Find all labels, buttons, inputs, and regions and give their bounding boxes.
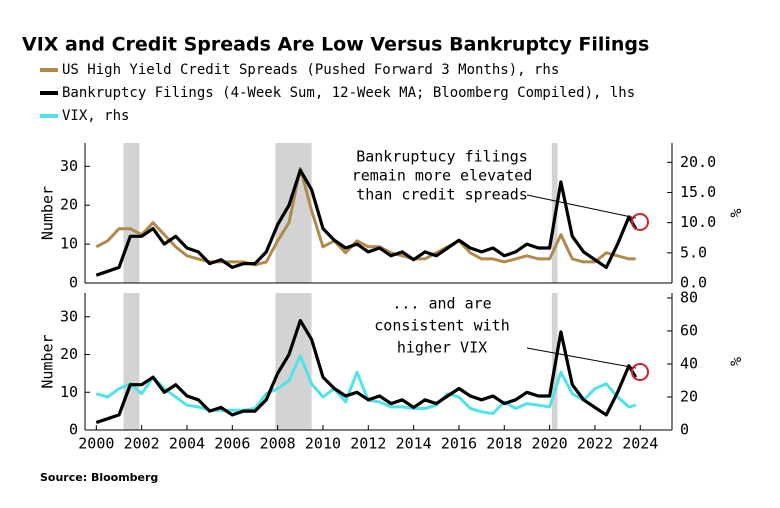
chart-title: VIX and Credit Spreads Are Low Versus Ba…	[22, 34, 649, 56]
y2-tick-label: 0.0	[680, 274, 707, 292]
y-tick-label: 10	[60, 383, 78, 401]
x-tick-label: 2020	[532, 435, 568, 453]
y2-tick-label: 5.0	[680, 243, 707, 261]
y2-tick-label: 0	[680, 421, 689, 439]
y2-tick-label: 40	[680, 354, 698, 372]
annotation: higher VIX	[397, 339, 487, 357]
x-tick-label: 2016	[441, 435, 477, 453]
y2-tick-label: 10.0	[680, 213, 716, 231]
x-tick-label: 2012	[350, 435, 386, 453]
y-axis-label: Number	[39, 334, 57, 388]
recession-shade	[275, 143, 312, 283]
series-line	[95, 319, 638, 425]
x-tick-label: 2014	[396, 435, 432, 453]
y-tick-label: 30	[60, 307, 78, 325]
annotation: than credit spreads	[356, 186, 528, 204]
legend-label: VIX, rhs	[62, 108, 129, 124]
y2-axis-label: %	[727, 357, 745, 366]
y-tick-label: 20	[60, 196, 78, 214]
y2-tick-label: 20.0	[680, 153, 716, 171]
y-axis-label: Number	[39, 186, 57, 240]
y-tick-label: 0	[69, 274, 78, 292]
x-tick-label: 2024	[622, 435, 658, 453]
legend-label: US High Yield Credit Spreads (Pushed For…	[62, 62, 559, 78]
recession-shade	[123, 293, 140, 430]
annotation: consistent with	[374, 317, 509, 335]
y2-tick-label: 20	[680, 387, 698, 405]
source: Source: Bloomberg	[40, 471, 158, 484]
x-tick-label: 2018	[486, 435, 522, 453]
y-tick-label: 20	[60, 345, 78, 363]
series-line	[95, 168, 638, 277]
annotation: ... and are	[392, 295, 491, 313]
series-line	[95, 166, 636, 267]
x-tick-label: 2008	[260, 435, 296, 453]
x-tick-label: 2002	[124, 435, 160, 453]
annotation: remain more elevated	[352, 167, 533, 185]
y2-axis-label: %	[727, 208, 745, 217]
annotation-arrow	[526, 347, 637, 369]
recession-shade	[123, 143, 140, 283]
x-tick-label: 2000	[78, 435, 114, 453]
y2-tick-label: 60	[680, 321, 698, 339]
y-tick-label: 10	[60, 235, 78, 253]
highlight-circle	[631, 213, 649, 231]
x-tick-label: 2004	[169, 435, 205, 453]
y-tick-label: 0	[69, 421, 78, 439]
x-tick-label: 2022	[577, 435, 613, 453]
x-tick-label: 2010	[305, 435, 341, 453]
highlight-circle	[631, 363, 649, 381]
x-tick-label: 2006	[214, 435, 250, 453]
y-tick-label: 30	[60, 157, 78, 175]
y2-tick-label: 15.0	[680, 183, 716, 201]
annotation: Bankruptucy filings	[356, 148, 528, 166]
annotation-arrow	[526, 194, 637, 219]
recession-shade	[275, 293, 312, 430]
legend-label: Bankruptcy Filings (4-Week Sum, 12-Week …	[62, 85, 635, 101]
y2-tick-label: 80	[680, 288, 698, 306]
